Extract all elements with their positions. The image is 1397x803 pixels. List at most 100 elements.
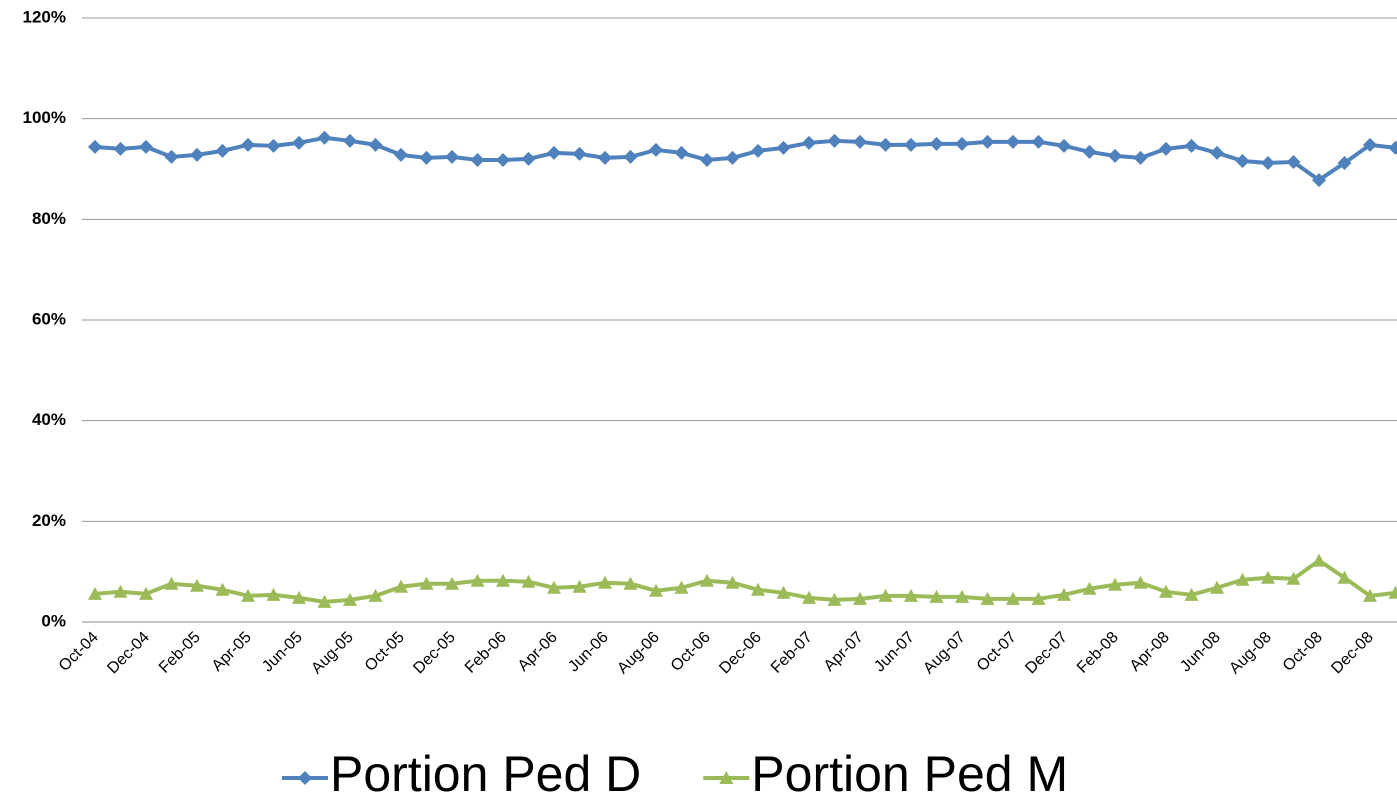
y-tick-label: 80% (32, 209, 66, 228)
x-tick-label: Dec-04 (104, 629, 153, 678)
x-tick-label: Feb-07 (768, 629, 816, 677)
marker (496, 152, 510, 167)
marker (1133, 150, 1148, 165)
x-tick-label: Feb-08 (1074, 629, 1122, 677)
marker (955, 136, 969, 151)
x-tick-label: Jun-07 (871, 629, 918, 676)
series-line (94, 558, 1396, 604)
marker (853, 134, 867, 149)
marker (929, 136, 944, 151)
y-tick-label: 100% (23, 108, 66, 127)
marker (1235, 572, 1250, 586)
marker (496, 573, 510, 587)
marker (725, 575, 740, 589)
marker (1057, 587, 1071, 601)
marker (419, 576, 434, 590)
series-line (94, 135, 1396, 183)
marker (298, 771, 312, 785)
marker (547, 580, 561, 594)
marker (1082, 144, 1097, 159)
marker (266, 587, 281, 601)
marker (164, 576, 179, 590)
marker (674, 580, 689, 594)
marker (343, 133, 357, 148)
marker (1057, 138, 1071, 153)
marker (598, 150, 612, 165)
marker (725, 150, 740, 165)
marker (1133, 575, 1148, 589)
marker (368, 588, 383, 602)
marker (1388, 585, 1397, 599)
x-tick-label: Oct-05 (362, 629, 408, 675)
marker (292, 590, 306, 604)
marker (802, 135, 816, 150)
marker (1108, 148, 1122, 163)
marker (1261, 155, 1275, 170)
marker (1031, 591, 1046, 605)
x-tick-label: Jun-08 (1177, 629, 1224, 676)
marker (776, 585, 791, 599)
x-tick-label: Oct-07 (974, 629, 1020, 675)
x-tick-label: Dec-05 (410, 629, 459, 678)
marker (700, 573, 714, 587)
marker (88, 139, 102, 154)
marker (1184, 138, 1199, 153)
marker (1286, 571, 1301, 585)
x-tick-label: Oct-06 (668, 629, 714, 675)
marker (955, 589, 969, 603)
marker (878, 588, 893, 602)
y-tick-label: 20% (32, 511, 66, 530)
marker (1159, 141, 1173, 156)
marker (719, 771, 734, 784)
marker (292, 135, 306, 150)
x-tick-label: Aug-08 (1226, 629, 1275, 678)
marker (649, 142, 663, 157)
marker (572, 579, 587, 593)
y-tick-label: 120% (23, 7, 66, 26)
marker (1363, 137, 1377, 152)
x-tick-label: Jun-05 (259, 629, 306, 676)
x-tick-label: Feb-06 (462, 629, 510, 677)
marker (802, 590, 816, 604)
marker (700, 152, 714, 167)
marker (674, 145, 689, 160)
marker (1337, 570, 1352, 584)
marker (878, 137, 893, 152)
x-tick-label: Apr-05 (209, 629, 255, 675)
y-tick-label: 0% (41, 611, 66, 630)
marker (649, 583, 663, 597)
marker (164, 149, 179, 164)
marker (1235, 153, 1250, 168)
marker (470, 152, 485, 167)
x-tick-label: Apr-06 (515, 629, 561, 675)
marker (853, 591, 867, 605)
marker (394, 147, 408, 162)
marker (1108, 577, 1122, 591)
marker (623, 149, 638, 164)
marker (113, 584, 128, 598)
marker (521, 574, 536, 588)
marker (215, 582, 230, 596)
marker (623, 576, 638, 590)
marker (1388, 140, 1397, 155)
x-tick-label: Apr-08 (1127, 629, 1173, 675)
marker (751, 143, 765, 158)
marker (904, 588, 918, 602)
x-tick-label: Apr-07 (821, 629, 867, 675)
marker (1159, 584, 1173, 598)
x-tick-label: Aug-06 (614, 629, 663, 678)
marker (190, 147, 204, 162)
marker (317, 130, 332, 145)
marker (139, 586, 153, 600)
x-tick-label: Jun-06 (565, 629, 612, 676)
x-tick-label: Aug-05 (308, 629, 357, 678)
marker (598, 575, 612, 589)
marker (317, 594, 332, 608)
marker (827, 133, 842, 148)
marker (521, 151, 536, 166)
marker (904, 137, 918, 152)
marker (445, 149, 459, 164)
marker (827, 592, 842, 606)
marker (1363, 588, 1377, 602)
